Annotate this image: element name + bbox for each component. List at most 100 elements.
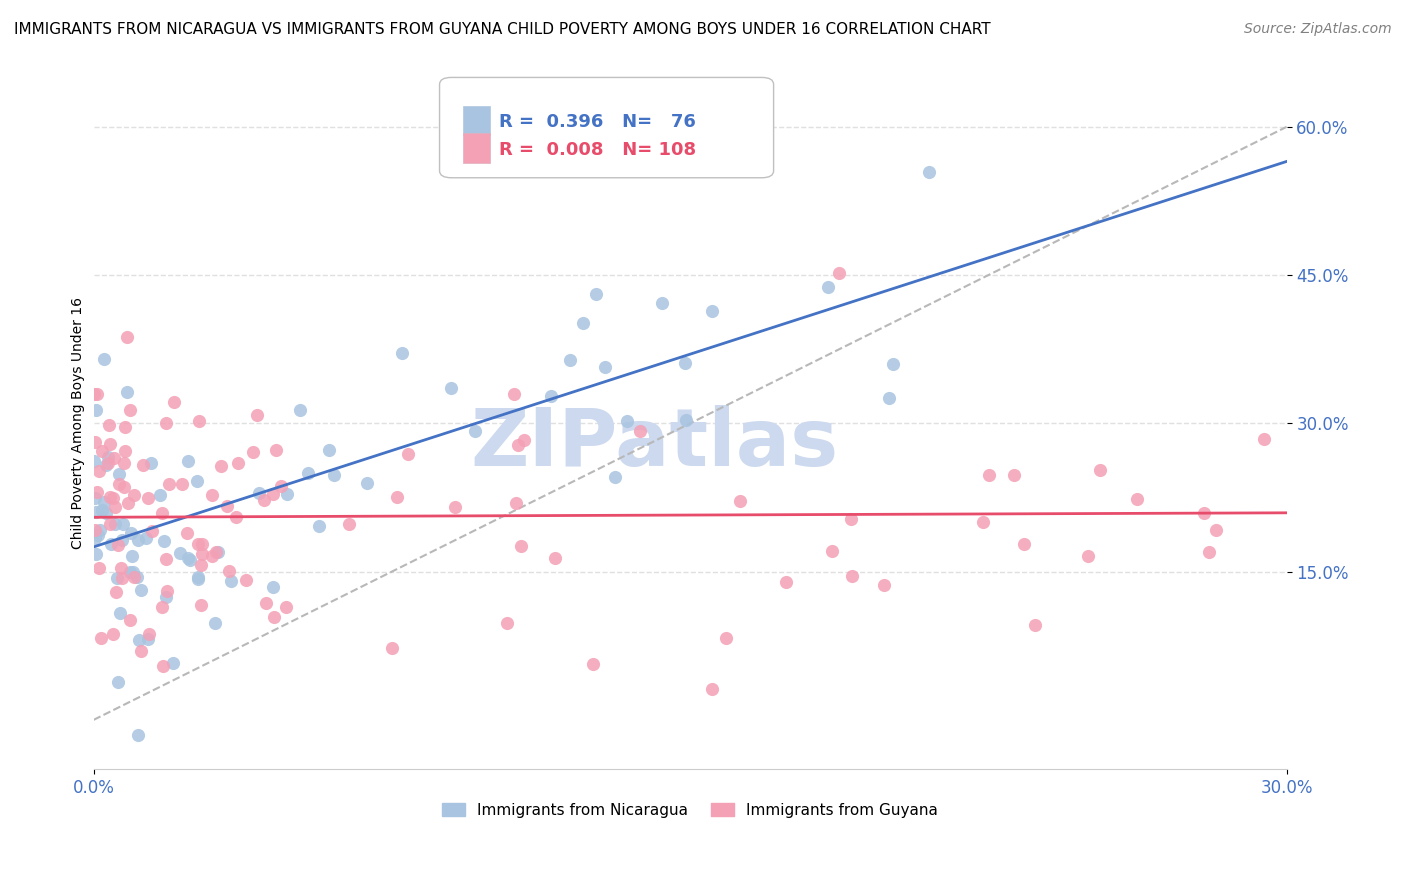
Point — [246, 408, 269, 422]
Point — [443, 500, 465, 514]
Point — [728, 494, 751, 508]
Point — [84, 547, 107, 561]
Legend: Immigrants from Nicaragua, Immigrants from Guyana: Immigrants from Nicaragua, Immigrants fr… — [436, 797, 945, 824]
Point — [114, 481, 136, 495]
Point — [83, 491, 105, 506]
Point — [1205, 523, 1227, 537]
Point — [135, 531, 157, 545]
Point — [157, 477, 180, 491]
Point — [97, 418, 120, 433]
Point — [122, 565, 145, 579]
Point — [115, 385, 138, 400]
Point — [262, 487, 284, 501]
Point — [188, 414, 211, 428]
Point — [100, 537, 122, 551]
Point — [104, 500, 127, 514]
Point — [112, 456, 135, 470]
FancyBboxPatch shape — [464, 106, 489, 135]
Point — [630, 425, 652, 439]
Point — [560, 353, 582, 368]
Point — [1198, 545, 1220, 559]
Point — [87, 464, 110, 478]
Point — [673, 356, 696, 370]
Point — [225, 509, 247, 524]
Point — [513, 433, 536, 447]
Point — [94, 506, 117, 520]
Point — [209, 459, 232, 474]
Point — [714, 631, 737, 645]
Point — [129, 644, 152, 658]
Point — [138, 627, 160, 641]
Point — [217, 499, 239, 513]
Point — [219, 574, 242, 588]
Point — [179, 552, 201, 566]
Point — [201, 488, 224, 502]
Point — [150, 600, 173, 615]
Point — [86, 528, 108, 542]
Point — [841, 568, 863, 582]
Point — [139, 456, 162, 470]
Point — [136, 491, 159, 505]
Point — [121, 549, 143, 563]
Point — [127, 728, 149, 742]
Point — [821, 543, 844, 558]
Point — [87, 561, 110, 575]
Point — [176, 525, 198, 540]
Point — [700, 304, 723, 318]
Point — [510, 539, 533, 553]
Point — [152, 658, 174, 673]
Point — [152, 533, 174, 548]
Point — [83, 453, 105, 467]
Point — [323, 467, 346, 482]
Point — [149, 488, 172, 502]
Point — [117, 495, 139, 509]
Point — [1125, 491, 1147, 506]
Point — [877, 392, 900, 406]
Point — [98, 490, 121, 504]
Point — [84, 403, 107, 417]
Point — [218, 564, 240, 578]
Point — [84, 531, 107, 545]
Point — [700, 682, 723, 697]
Point — [274, 600, 297, 615]
Point — [675, 413, 697, 427]
Point — [190, 537, 212, 551]
Point — [94, 458, 117, 472]
Point — [122, 488, 145, 502]
Point — [169, 546, 191, 560]
Point — [204, 615, 226, 630]
Point — [191, 548, 214, 562]
Point — [84, 523, 107, 537]
Point — [83, 386, 105, 401]
Point — [391, 345, 413, 359]
Point — [235, 573, 257, 587]
Point — [972, 515, 994, 529]
Point — [308, 519, 330, 533]
Point — [129, 583, 152, 598]
Point — [918, 165, 941, 179]
Point — [108, 467, 131, 482]
Point — [1002, 468, 1025, 483]
Point — [128, 633, 150, 648]
Point — [396, 447, 419, 461]
Point — [605, 469, 627, 483]
Point — [651, 295, 673, 310]
Point — [337, 516, 360, 531]
Point — [162, 395, 184, 409]
Point — [190, 558, 212, 572]
Point — [110, 571, 132, 585]
Point — [544, 551, 567, 566]
Point — [93, 351, 115, 366]
Point — [103, 451, 125, 466]
Point — [506, 438, 529, 452]
Point — [90, 443, 112, 458]
Point — [111, 516, 134, 531]
Point — [828, 266, 851, 280]
Point — [616, 413, 638, 427]
Point — [207, 545, 229, 559]
Point — [103, 626, 125, 640]
Point — [440, 381, 463, 395]
Point — [155, 552, 177, 566]
Point — [84, 434, 107, 449]
Point — [262, 581, 284, 595]
